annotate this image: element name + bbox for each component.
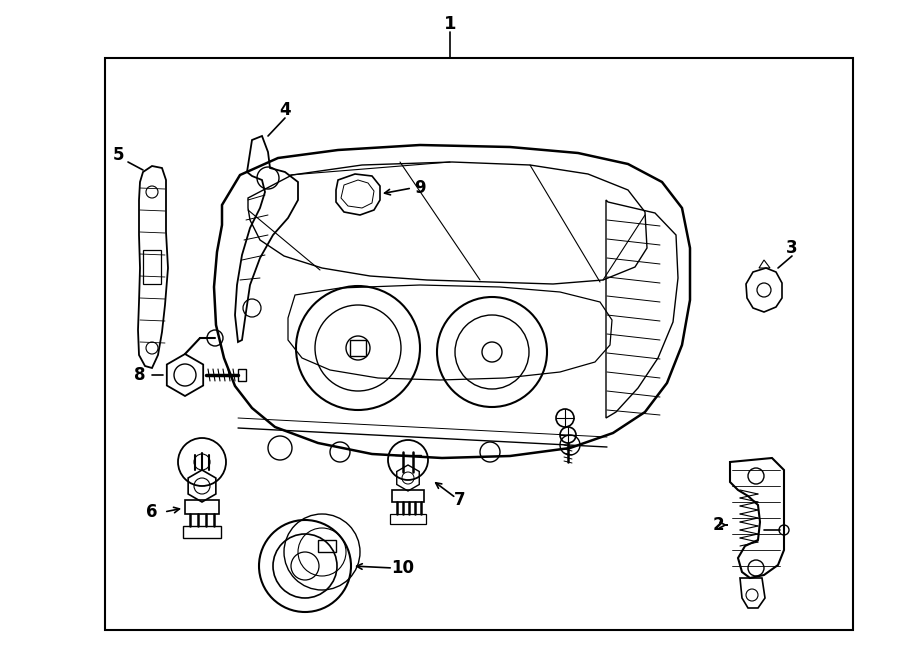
Text: 8: 8 [134, 366, 146, 384]
Text: 1: 1 [444, 15, 456, 33]
Bar [350, 340, 366, 356]
Bar [185, 500, 219, 514]
Text: 7: 7 [454, 491, 466, 509]
Bar [143, 250, 161, 284]
Text: 9: 9 [414, 179, 426, 197]
Bar [238, 369, 246, 381]
Text: 5: 5 [112, 146, 124, 164]
Text: 6: 6 [146, 503, 158, 521]
Bar [390, 514, 426, 524]
Bar [318, 540, 336, 552]
Text: 3: 3 [787, 239, 797, 257]
Text: 2: 2 [712, 516, 724, 534]
Bar [105, 58, 853, 630]
Text: 10: 10 [392, 559, 415, 577]
Bar [392, 490, 424, 502]
Bar [183, 526, 221, 538]
Text: 4: 4 [279, 101, 291, 119]
